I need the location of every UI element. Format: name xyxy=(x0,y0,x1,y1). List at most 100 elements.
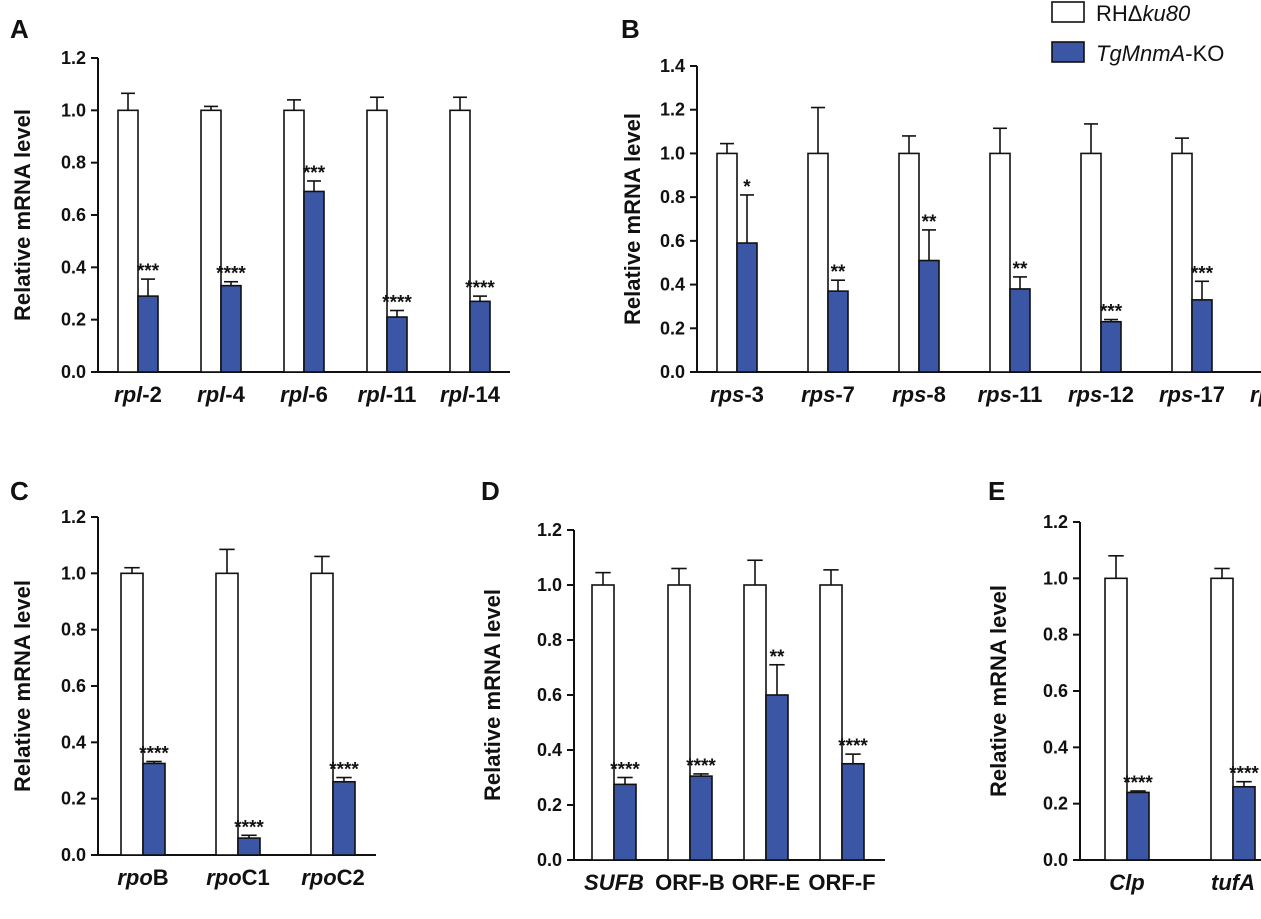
y-tick-label: 0.0 xyxy=(537,850,562,870)
panel-letter: D xyxy=(481,476,500,506)
chart-panel-e: E Relative mRNA level 0.0 0.2 0.4 0.6 0.8 1.0 1.… xyxy=(986,476,1261,895)
chart-panel-b: B Relative mRNA level 0.0 0.2 0.4 0.6 0.8 1.0 1.… xyxy=(620,14,1261,407)
panel-letter: A xyxy=(10,14,29,44)
chart-panel-c: C Relative mRNA level 0.0 0.2 0.4 0.6 0.8 1.0 1.… xyxy=(10,476,376,890)
x-tick-label-rpl-11: rpl-11 xyxy=(358,382,417,407)
bar-control-orf-b xyxy=(667,584,691,861)
bar-knockout-orf-f xyxy=(841,762,865,861)
y-tick-label: 0.8 xyxy=(1043,625,1068,645)
bar-knockout-rpl-2 xyxy=(137,295,159,373)
y-tick-label: 1.4 xyxy=(660,56,685,76)
y-tick-label: 0.2 xyxy=(61,310,86,330)
bar-knockout-rps-7 xyxy=(827,290,849,373)
bar-control-rpl-4 xyxy=(200,109,222,373)
y-tick-label: 1.0 xyxy=(61,563,86,583)
bar-knockout-rpl-14 xyxy=(469,300,491,373)
chart-panel-d: D Relative mRNA level 0.0 0.2 0.4 0.6 0.8 1.0 1.… xyxy=(480,476,885,895)
significance-label: **** xyxy=(234,817,264,838)
bar-control-rps-12 xyxy=(1080,152,1102,373)
x-tick-label-sufb: SUFB xyxy=(584,870,644,895)
x-tick-label-orf-b: ORF-B xyxy=(655,870,725,895)
significance-label: ** xyxy=(831,262,846,283)
significance-label: **** xyxy=(610,760,640,781)
y-tick-label: 0.2 xyxy=(1043,794,1068,814)
y-tick-label: 0.8 xyxy=(61,153,86,173)
y-tick-label: 1.0 xyxy=(537,575,562,595)
significance-label: **** xyxy=(838,736,868,757)
bar-control-orf-e xyxy=(743,584,767,861)
x-tick-label-rps-8: rps-8 xyxy=(892,382,946,407)
y-tick-label: 0.6 xyxy=(537,685,562,705)
y-tick-label: 0.6 xyxy=(1043,681,1068,701)
bar-control-rpl-11 xyxy=(366,109,388,373)
y-tick-label: 0.8 xyxy=(61,620,86,640)
significance-label: * xyxy=(743,177,751,198)
significance-label: *** xyxy=(137,261,160,282)
bar-control-rps-11 xyxy=(989,152,1011,373)
bar-knockout-rps-12 xyxy=(1100,320,1122,373)
significance-label: **** xyxy=(139,743,169,764)
bar-control-rpob xyxy=(120,572,144,856)
y-tick-label: 0.4 xyxy=(1043,737,1068,757)
x-tick-label-rpl-4: rpl-4 xyxy=(197,382,245,407)
bar-knockout-tufa xyxy=(1232,785,1256,861)
y-tick-label: 1.2 xyxy=(1043,512,1068,532)
panel-letter: C xyxy=(10,476,29,506)
y-tick-label: 1.2 xyxy=(537,520,562,540)
bar-knockout-rpl-6 xyxy=(303,190,325,373)
x-tick-label-rps-12: rps-12 xyxy=(1068,382,1134,407)
y-tick-label: 1.2 xyxy=(660,100,685,120)
x-tick-label-rps-11: rps-11 xyxy=(978,382,1043,407)
bar-control-rps-17 xyxy=(1171,152,1193,373)
significance-label: *** xyxy=(1191,263,1214,284)
bar-control-rps-3 xyxy=(716,152,738,373)
x-tick-label-rps-17: rps-17 xyxy=(1159,382,1225,407)
y-tick-label: 0.6 xyxy=(660,231,685,251)
y-tick-label: 0.0 xyxy=(61,845,86,865)
bar-control-rpl-14 xyxy=(449,109,471,373)
x-tick-label-tufa: tufA xyxy=(1211,870,1255,895)
y-tick-label: 0.4 xyxy=(660,275,685,295)
x-tick-label-rpoc2: rpoC2 xyxy=(301,865,365,890)
bar-control-clp xyxy=(1104,577,1128,861)
panel-letter: E xyxy=(988,476,1005,506)
x-tick-label-rpoc1: rpoC1 xyxy=(206,865,270,890)
bar-control-tufa xyxy=(1210,577,1234,861)
bar-knockout-rpl-4 xyxy=(220,284,242,373)
x-tick-label-rps-7: rps-7 xyxy=(801,382,855,407)
y-tick-label: 0.2 xyxy=(660,318,685,338)
legend-swatch-knockout xyxy=(1051,41,1085,63)
y-tick-label: 1.0 xyxy=(61,100,86,120)
bar-control-rps-8 xyxy=(898,152,920,373)
significance-label: ** xyxy=(1013,259,1028,280)
significance-label: **** xyxy=(329,760,359,781)
significance-label: **** xyxy=(686,756,716,777)
significance-label: *** xyxy=(1100,302,1123,323)
x-tick-label-rpl-2: rpl-2 xyxy=(114,382,162,407)
bar-knockout-rpoc2 xyxy=(332,780,356,856)
bar-knockout-sufb xyxy=(613,783,637,861)
bar-control-sufb xyxy=(591,584,615,861)
y-tick-label: 0.4 xyxy=(61,257,86,277)
bar-control-rpl-2 xyxy=(117,109,139,373)
legend: RHΔku80 TgMnmA-KO xyxy=(1051,1,1224,66)
y-tick-label: 0.0 xyxy=(660,362,685,382)
y-tick-label: 0.8 xyxy=(537,630,562,650)
legend-swatch-control xyxy=(1051,1,1085,23)
y-tick-label: 1.0 xyxy=(1043,568,1068,588)
y-tick-label: 1.2 xyxy=(61,507,86,527)
y-tick-label: 0.4 xyxy=(61,732,86,752)
panel-letter: B xyxy=(621,14,640,44)
significance-label: ** xyxy=(770,647,785,668)
significance-label: **** xyxy=(1123,773,1153,794)
y-tick-label: 0.8 xyxy=(660,187,685,207)
legend-label-control: RHΔku80 xyxy=(1096,1,1191,26)
legend-label-knockout: TgMnmA-KO xyxy=(1096,41,1224,66)
y-tick-label: 0.0 xyxy=(61,362,86,382)
bar-knockout-rpl-11 xyxy=(386,316,408,373)
bar-knockout-rps-3 xyxy=(736,242,758,373)
bar-control-rps-7 xyxy=(807,152,829,373)
x-tick-label-rps-19: rps-19 xyxy=(1250,382,1261,407)
y-axis-label: Relative mRNA level xyxy=(620,113,645,325)
